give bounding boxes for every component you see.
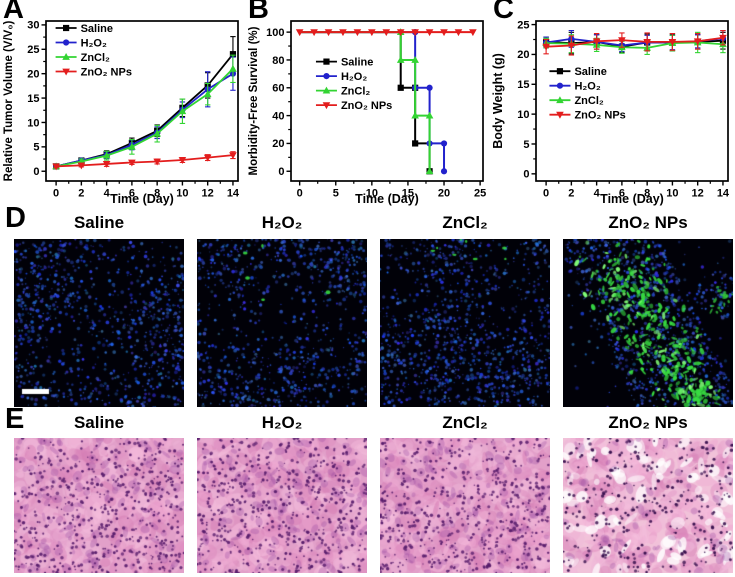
svg-text:ZnO₂ NPs: ZnO₂ NPs [81, 67, 132, 79]
panel-b-survival: B 0 5 10 15 20 25 0 20 40 60 80 100 Time (Day) Morbid… [245, 0, 490, 206]
svg-text:Saline: Saline [81, 23, 113, 35]
histology-image-zncl2 [380, 438, 550, 573]
panel-e-header: E Saline H₂O₂ ZnCl₂ ZnO₂ NPs [0, 403, 735, 438]
fluorescence-image-h2o2 [197, 239, 367, 407]
svg-text:ZnCl₂: ZnCl₂ [341, 86, 370, 98]
svg-text:80: 80 [272, 55, 284, 67]
svg-text:15: 15 [517, 79, 529, 91]
column-title-zncl2: ZnCl₂ [442, 212, 488, 232]
column-title-h2o2: H₂O₂ [261, 412, 303, 432]
svg-text:2: 2 [568, 188, 574, 200]
svg-text:Saline: Saline [341, 57, 373, 69]
svg-text:20: 20 [272, 138, 284, 150]
svg-text:6: 6 [619, 188, 625, 200]
svg-text:10: 10 [27, 117, 39, 129]
svg-text:2: 2 [78, 188, 84, 200]
svg-text:15: 15 [27, 93, 39, 105]
svg-text:25: 25 [517, 19, 529, 31]
svg-text:10: 10 [176, 188, 188, 200]
column-title-zno2-nps: ZnO₂ NPs [608, 412, 688, 432]
svg-text:25: 25 [27, 44, 39, 56]
panel-e-titles: Saline H₂O₂ ZnCl₂ ZnO₂ NPs [14, 413, 735, 433]
svg-text:Body Weight (g): Body Weight (g) [491, 53, 505, 149]
svg-text:10: 10 [666, 188, 678, 200]
svg-text:Morbidity-Free Survival (%): Morbidity-Free Survival (%) [248, 26, 260, 175]
svg-text:30: 30 [27, 20, 39, 32]
svg-text:ZnCl₂: ZnCl₂ [574, 95, 603, 107]
svg-text:60: 60 [272, 83, 284, 95]
fluorescence-image-zncl2 [380, 239, 550, 407]
body-weight-chart: 0 2 4 6 8 10 12 14 0 5 10 15 20 25 Time (Day) Body Weig… [491, 19, 730, 206]
histology-image-saline [14, 438, 184, 573]
column-title-zno2-nps: ZnO₂ NPs [608, 212, 688, 232]
svg-text:H₂O₂: H₂O₂ [341, 71, 367, 83]
survival-chart: 0 5 10 15 20 25 0 20 40 60 80 100 Time (Day) Morbidit… [248, 20, 486, 206]
svg-text:ZnO₂ NPs: ZnO₂ NPs [574, 110, 625, 122]
svg-text:Time (Day): Time (Day) [110, 192, 174, 206]
panel-e-histology: E Saline H₂O₂ ZnCl₂ ZnO₂ NPs [0, 403, 735, 573]
svg-text:H₂O₂: H₂O₂ [574, 81, 600, 93]
svg-text:0: 0 [278, 166, 284, 178]
svg-text:40: 40 [272, 110, 284, 122]
svg-text:8: 8 [154, 188, 160, 200]
svg-text:Saline: Saline [574, 66, 606, 78]
panel-d-titles: Saline H₂O₂ ZnCl₂ ZnO₂ NPs [14, 213, 735, 233]
panel-a-letter: A [3, 0, 24, 25]
svg-text:15: 15 [402, 188, 414, 200]
svg-text:4: 4 [594, 188, 601, 200]
svg-text:8: 8 [644, 188, 650, 200]
svg-text:20: 20 [438, 188, 450, 200]
panel-d-letter: D [5, 202, 26, 234]
column-title-saline: Saline [73, 212, 125, 232]
svg-text:12: 12 [692, 188, 704, 200]
svg-text:10: 10 [366, 188, 378, 200]
svg-text:20: 20 [27, 68, 39, 80]
panel-c-letter: C [493, 0, 514, 25]
panel-d-images [14, 239, 735, 407]
panel-e-images [14, 438, 735, 573]
charts-row: A 0 2 4 6 8 10 12 14 0 5 10 15 20 25 30 Time (Day) Relat… [0, 0, 735, 206]
panel-e-letter: E [5, 403, 25, 435]
svg-text:14: 14 [717, 188, 730, 200]
panel-a-tumor-volume: A 0 2 4 6 8 10 12 14 0 5 10 15 20 25 30 Time (Day) Relat… [0, 0, 245, 206]
column-title-zncl2: ZnCl₂ [442, 412, 488, 432]
svg-text:ZnO₂ NPs: ZnO₂ NPs [341, 100, 392, 112]
svg-text:14: 14 [227, 188, 240, 200]
svg-text:6: 6 [129, 188, 135, 200]
panel-d-header: D Saline H₂O₂ ZnCl₂ ZnO₂ NPs [0, 202, 735, 239]
histology-image-h2o2 [197, 438, 367, 573]
panel-c-body-weight: C 0 2 4 6 8 10 12 14 0 5 10 15 20 25 Time (Day) Body We… [490, 0, 735, 206]
svg-text:20: 20 [517, 49, 529, 61]
svg-text:Time (Day): Time (Day) [355, 192, 419, 206]
svg-text:12: 12 [202, 188, 214, 200]
svg-text:4: 4 [104, 188, 111, 200]
column-title-saline: Saline [73, 412, 125, 432]
svg-text:ZnCl₂: ZnCl₂ [81, 52, 110, 64]
svg-text:0: 0 [53, 188, 59, 200]
svg-text:0: 0 [543, 188, 549, 200]
svg-text:25: 25 [474, 188, 486, 200]
column-title-h2o2: H₂O₂ [261, 212, 303, 232]
svg-text:100: 100 [266, 27, 284, 39]
svg-text:H₂O₂: H₂O₂ [81, 38, 107, 50]
fluorescence-image-saline [14, 239, 184, 407]
svg-text:5: 5 [523, 139, 529, 151]
histology-image-zno2-nps [563, 438, 733, 573]
panel-d-fluorescence: D Saline H₂O₂ ZnCl₂ ZnO₂ NPs [0, 202, 735, 407]
svg-text:5: 5 [33, 142, 39, 154]
svg-text:0: 0 [33, 166, 39, 178]
fluorescence-image-zno2-nps [563, 239, 733, 407]
svg-text:10: 10 [517, 109, 529, 121]
svg-text:Relative Tumor Volume (V/V₀): Relative Tumor Volume (V/V₀) [3, 20, 15, 181]
svg-text:0: 0 [297, 188, 303, 200]
svg-text:Time (Day): Time (Day) [600, 192, 664, 206]
panel-b-letter: B [248, 0, 269, 25]
svg-text:0: 0 [523, 169, 529, 181]
tumor-volume-chart: 0 2 4 6 8 10 12 14 0 5 10 15 20 25 30 Time (Day) Relativ… [3, 20, 240, 206]
svg-text:5: 5 [333, 188, 339, 200]
